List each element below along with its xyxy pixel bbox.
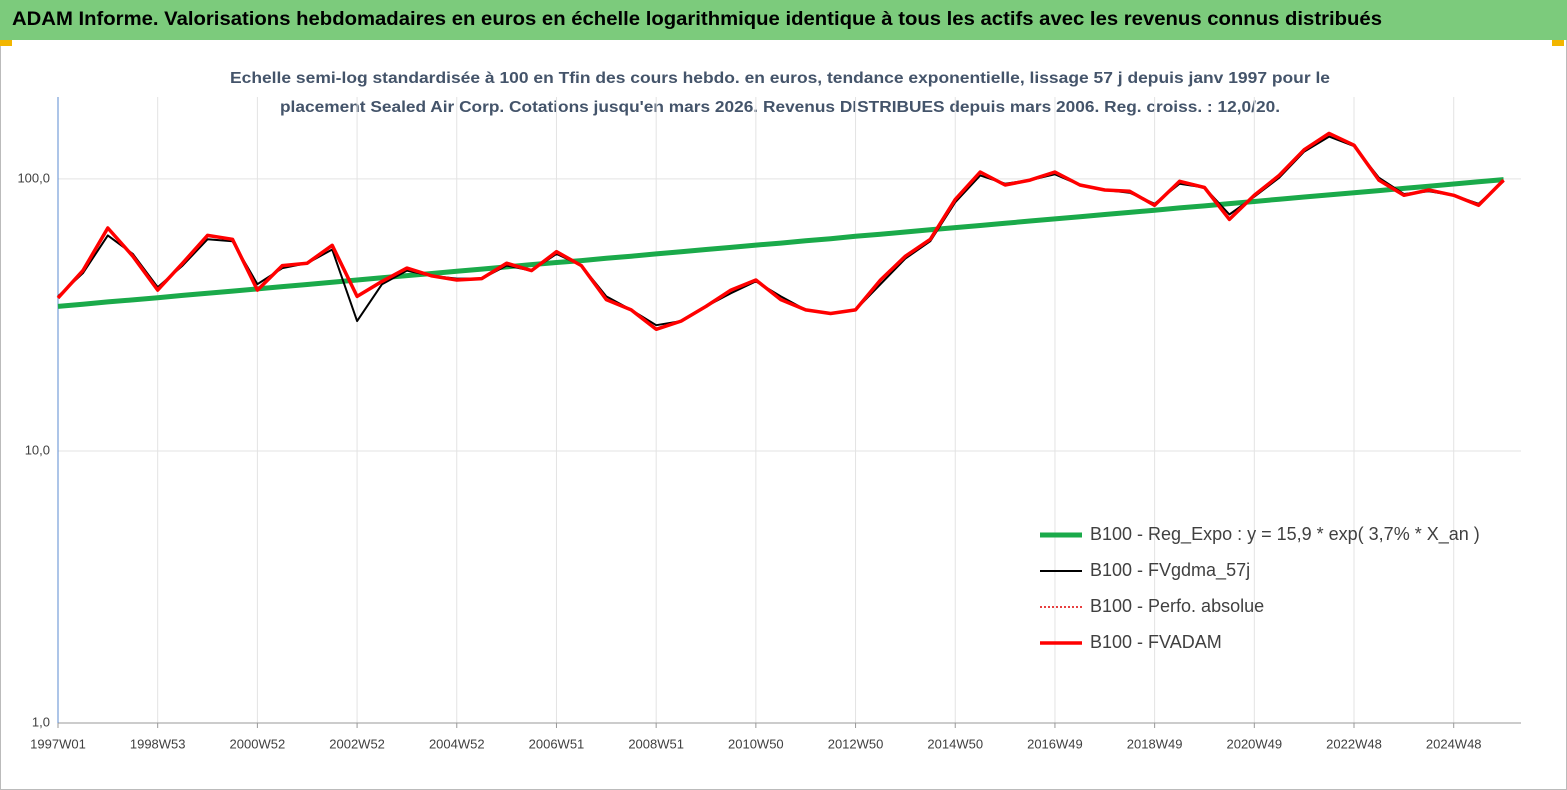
x-tick-label: 1998W53 [130, 736, 186, 751]
chart-subtitle: placement Sealed Air Corp. Cotations jus… [280, 99, 1280, 116]
x-tick-label: 2010W50 [728, 736, 784, 751]
series-line [56, 131, 1505, 332]
legend-label: B100 - FVgdma_57j [1090, 560, 1250, 581]
header-band [0, 0, 1567, 40]
y-tick-label: 10,0 [25, 442, 50, 457]
x-tick-label: 2016W49 [1027, 736, 1083, 751]
x-tick-label: 2002W52 [329, 736, 385, 751]
x-tick-label: 2008W51 [628, 736, 684, 751]
x-tick-label: 2004W52 [429, 736, 485, 751]
legend-label: B100 - FVADAM [1090, 632, 1222, 652]
series-line [57, 177, 1504, 309]
x-tick-label: 2014W50 [927, 736, 983, 751]
corner [0, 40, 12, 46]
x-tick-label: 2022W48 [1326, 736, 1382, 751]
y-tick-label: 1,0 [32, 714, 50, 729]
legend-label: B100 - Reg_Expo : y = 15,9 * exp( 3,7% *… [1090, 524, 1480, 545]
chart-subtitle: Echelle semi-log standardisée à 100 en T… [230, 70, 1330, 87]
x-tick-label: 2006W51 [529, 736, 585, 751]
page-title: ADAM Informe. Valorisations hebdomadaire… [12, 9, 1382, 30]
x-tick-label: 1997W01 [30, 736, 86, 751]
corner [1552, 40, 1564, 46]
x-tick-label: 2000W52 [230, 736, 286, 751]
legend-label: B100 - Perfo. absolue [1090, 596, 1264, 616]
x-tick-label: 2020W49 [1226, 736, 1282, 751]
x-tick-label: 2024W48 [1426, 736, 1482, 751]
x-tick-label: 2018W49 [1127, 736, 1183, 751]
y-tick-label: 100,0 [17, 170, 50, 185]
x-tick-label: 2012W50 [828, 736, 884, 751]
